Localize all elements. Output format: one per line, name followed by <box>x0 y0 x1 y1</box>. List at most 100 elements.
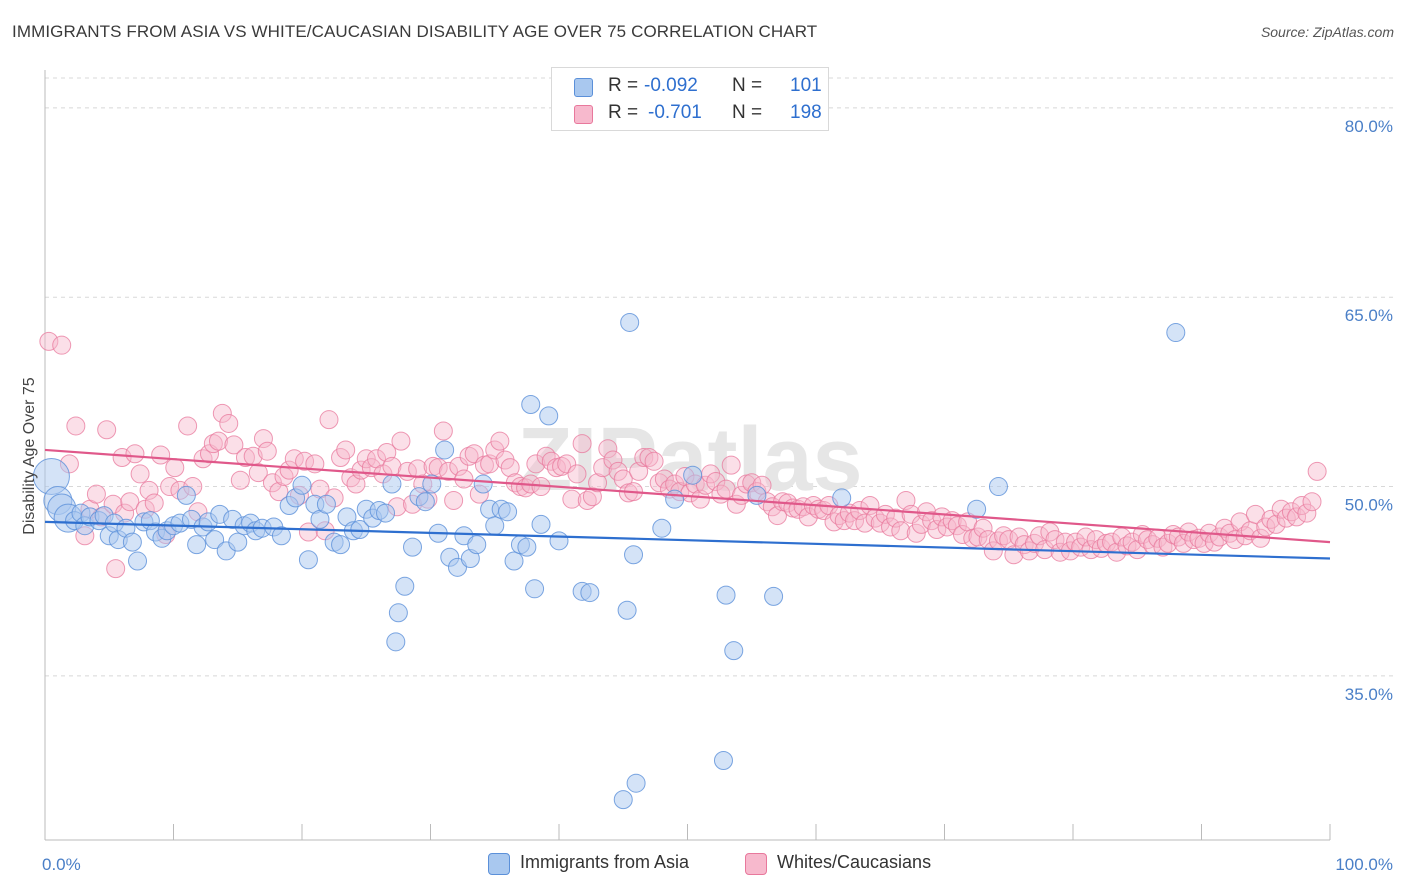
point-whites <box>97 420 117 440</box>
point-whites <box>459 446 479 466</box>
point-whites <box>654 469 674 489</box>
point-whites <box>1281 502 1301 522</box>
point-asia <box>350 519 370 539</box>
point-whites <box>224 435 244 455</box>
point-whites <box>66 416 86 436</box>
point-asia <box>713 750 733 770</box>
point-whites <box>1102 532 1122 552</box>
point-whites <box>485 440 505 460</box>
point-whites <box>577 490 597 510</box>
point-asia <box>504 551 524 571</box>
point-whites <box>994 526 1014 546</box>
point-whites <box>298 522 318 542</box>
point-whites <box>886 508 906 528</box>
point-asia <box>467 535 487 555</box>
legend-r-value: -0.092 <box>644 75 698 96</box>
point-whites <box>120 492 140 512</box>
point-asia <box>473 474 493 494</box>
point-whites <box>208 431 228 451</box>
point-asia <box>626 773 646 793</box>
point-whites <box>567 464 587 484</box>
point-whites <box>850 501 870 521</box>
point-whites <box>86 484 106 504</box>
point-whites <box>269 482 289 502</box>
point-asia <box>764 586 784 606</box>
bottom-legend-swatch-whites <box>745 853 767 875</box>
point-whites <box>144 493 164 513</box>
point-asia <box>316 494 336 514</box>
point-whites <box>649 473 669 493</box>
point-whites <box>906 523 926 543</box>
point-whites <box>983 541 1003 561</box>
point-whites <box>112 448 132 468</box>
x-tick-label: 0.0% <box>42 855 81 874</box>
point-whites <box>1266 514 1286 534</box>
point-asia <box>613 790 633 810</box>
point-asia <box>525 579 545 599</box>
point-whites <box>1050 542 1070 562</box>
point-whites <box>160 477 180 497</box>
point-asia <box>187 535 207 555</box>
point-whites <box>644 451 664 471</box>
point-asia <box>988 477 1008 497</box>
point-whites <box>1261 509 1281 529</box>
point-asia <box>403 537 423 557</box>
point-asia <box>415 492 435 512</box>
point-whites <box>1138 530 1158 550</box>
point-whites <box>793 497 813 517</box>
point-whites <box>911 514 931 534</box>
legend-n-label: N = <box>732 102 763 123</box>
legend-n-value: 198 <box>790 102 822 123</box>
point-asia <box>298 550 318 570</box>
legend: R = -0.092 N = 101 R = -0.701 N = 198 <box>551 67 829 131</box>
point-whites <box>1302 492 1322 512</box>
y-tick-label: 80.0% <box>1345 117 1393 136</box>
point-whites <box>433 421 453 441</box>
point-whites <box>572 434 592 454</box>
point-asia <box>395 576 415 596</box>
point-whites <box>444 490 464 510</box>
point-whites <box>952 525 972 545</box>
point-whites <box>319 410 339 430</box>
point-whites <box>552 456 572 476</box>
point-whites <box>449 456 469 476</box>
point-whites <box>526 454 546 474</box>
point-whites <box>151 445 171 465</box>
point-asia <box>498 502 518 522</box>
point-whites <box>230 470 250 490</box>
point-asia <box>716 585 736 605</box>
point-whites <box>356 449 376 469</box>
point-whites <box>881 517 901 537</box>
point-whites <box>106 559 126 579</box>
point-whites <box>408 459 428 479</box>
chart-title: IMMIGRANTS FROM ASIA VS WHITE/CAUCASIAN … <box>12 22 818 41</box>
point-asia <box>271 526 291 546</box>
point-whites <box>541 451 561 471</box>
trend-lines <box>44 448 1331 560</box>
point-whites <box>1276 508 1296 528</box>
point-whites <box>593 458 613 478</box>
point-asia <box>435 440 455 460</box>
point-whites <box>178 416 198 436</box>
y-axis-label: Disability Age Over 75 <box>21 377 38 535</box>
point-whites <box>139 480 159 500</box>
point-whites <box>1307 461 1327 481</box>
point-whites <box>336 440 356 460</box>
axes <box>44 70 1331 841</box>
point-whites <box>870 513 890 533</box>
point-whites <box>428 458 448 478</box>
point-asia <box>665 489 685 509</box>
point-whites <box>1117 536 1137 556</box>
point-asia <box>624 545 644 565</box>
point-whites <box>588 473 608 493</box>
point-whites <box>603 450 623 470</box>
point-whites <box>52 335 72 355</box>
y-tick-label: 50.0% <box>1345 496 1393 515</box>
point-whites <box>824 512 844 532</box>
point-asia <box>422 474 442 494</box>
source-label: Source: ZipAtlas.com <box>1260 24 1394 40</box>
legend-r-label: R = <box>608 75 639 96</box>
point-asia <box>724 641 744 661</box>
point-whites <box>1245 504 1265 524</box>
